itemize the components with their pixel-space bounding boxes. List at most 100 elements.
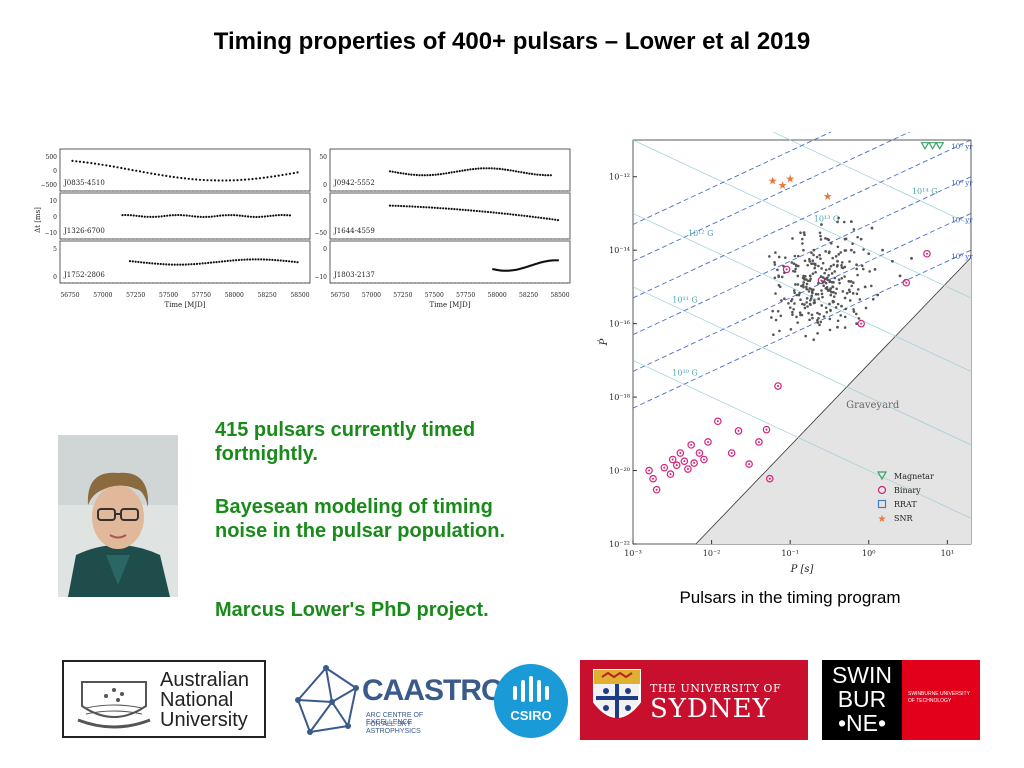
- ppdot-xlabel: P [s]: [790, 564, 814, 575]
- timing-residual-point: [489, 211, 492, 214]
- snr-point: ★: [768, 174, 778, 187]
- pulsar-point: [838, 281, 841, 285]
- timing-residual-point: [402, 205, 406, 208]
- magnetar-point: [928, 142, 938, 150]
- timing-residual-point: [423, 174, 426, 177]
- anu-line-2: National: [160, 689, 234, 711]
- caastro-name: CAASTRO: [362, 674, 504, 707]
- timing-residual-point: [241, 214, 244, 217]
- timing-residual-point: [437, 173, 440, 176]
- timing-residual-point: [86, 161, 89, 164]
- pulsar-point: [822, 284, 825, 288]
- pulsar-point: [790, 261, 794, 264]
- timing-residual-point: [182, 214, 185, 217]
- timing-residual-point: [238, 214, 241, 217]
- timing-residual-point: [388, 204, 392, 207]
- pulsar-point: [813, 301, 817, 304]
- pulsar-point: [867, 252, 871, 256]
- pulsar-point: [789, 299, 793, 303]
- pulsar-point: [855, 267, 858, 271]
- pulsar-point: [817, 264, 820, 268]
- pulsar-point: [808, 257, 811, 261]
- bfield-label: 10¹¹ G: [672, 295, 698, 304]
- timing-residual-point: [248, 258, 252, 261]
- timing-residual-point: [280, 213, 283, 217]
- timing-residual-point: [534, 216, 537, 219]
- timing-residual-point: [112, 165, 115, 168]
- pulsar-point: [864, 306, 868, 310]
- pulsar-point: [807, 290, 811, 293]
- anu-line-1: Australian: [160, 669, 249, 691]
- timing-residual-point: [540, 216, 543, 219]
- timing-residual-point: [396, 171, 400, 174]
- binary-point-center: [671, 458, 674, 461]
- timing-residual-point: [201, 262, 204, 265]
- binary-point: [734, 427, 743, 435]
- binary-point: [684, 465, 692, 473]
- binary-point-center: [690, 443, 693, 446]
- timing-residual-point: [431, 173, 434, 176]
- pulsar-point: [843, 326, 847, 329]
- timing-residual-point: [232, 179, 235, 182]
- pulsar-point: [857, 288, 860, 291]
- pulsar-point: [898, 274, 902, 278]
- csiro-bars-icon: [513, 676, 549, 702]
- timing-xtick: 57500: [425, 292, 444, 299]
- timing-residual-point: [207, 261, 210, 264]
- timing-residual-point: [496, 167, 499, 170]
- timing-residual-point: [249, 215, 252, 218]
- timing-residual-point: [240, 178, 243, 181]
- pulsar-point: [787, 302, 790, 305]
- timing-residual-point: [137, 260, 140, 264]
- pulsar-point: [779, 314, 783, 318]
- pulsar-point: [850, 284, 854, 288]
- pulsar-point: [803, 306, 807, 310]
- pulsar-point: [805, 282, 809, 286]
- pulsar-point: [780, 299, 783, 302]
- pulsar-point: [855, 292, 859, 296]
- timing-panel-label: J0835-4510: [63, 179, 105, 187]
- timing-residual-point: [450, 171, 453, 174]
- pulsar-point: [836, 302, 840, 306]
- binary-point-center: [686, 468, 689, 471]
- timing-residual-point: [428, 206, 431, 209]
- timing-residual-point: [82, 161, 85, 164]
- pulsar-point: [856, 235, 859, 239]
- timing-residual-point: [400, 204, 403, 208]
- pulsar-point: [791, 313, 794, 317]
- timing-residual-point: [472, 209, 476, 212]
- pulsar-point: [816, 311, 819, 315]
- timing-residual-point: [436, 206, 439, 210]
- bfield-label: 10¹² G: [688, 229, 714, 238]
- timing-residual-point: [161, 174, 164, 177]
- timing-residual-point: [221, 214, 225, 217]
- pulsar-point: [799, 298, 802, 301]
- pulsar-point: [840, 304, 843, 308]
- bfield-label: 10¹⁰ G: [672, 369, 698, 378]
- pulsar-point: [830, 272, 834, 275]
- pulsar-point: [852, 228, 856, 231]
- ppdot-xtick: 10⁻¹: [781, 549, 799, 558]
- pulsar-point: [852, 308, 855, 311]
- pulsar-point: [799, 231, 802, 235]
- timing-residual-point: [272, 214, 275, 217]
- timing-residual-point: [154, 215, 158, 218]
- timing-residual-point: [216, 214, 219, 218]
- timing-residual-point: [251, 258, 254, 261]
- pulsar-point: [843, 296, 847, 300]
- pulsar-point: [855, 263, 858, 267]
- pulsar-point: [832, 263, 835, 267]
- timing-residual-point: [498, 167, 501, 170]
- timing-residual-point: [514, 213, 518, 216]
- pulsar-point: [791, 310, 794, 314]
- pulsar-point: [792, 269, 795, 273]
- timing-residual-point: [176, 263, 179, 266]
- pulsar-point: [810, 294, 813, 298]
- timing-residual-point: [135, 169, 138, 172]
- timing-panel-ytick: 5: [53, 246, 57, 253]
- pulsar-point: [844, 307, 848, 311]
- figure-caption: Pulsars in the timing program: [679, 588, 901, 607]
- timing-residual-point: [123, 167, 127, 170]
- pulsar-point: [869, 284, 873, 288]
- pulsar-point: [831, 256, 834, 260]
